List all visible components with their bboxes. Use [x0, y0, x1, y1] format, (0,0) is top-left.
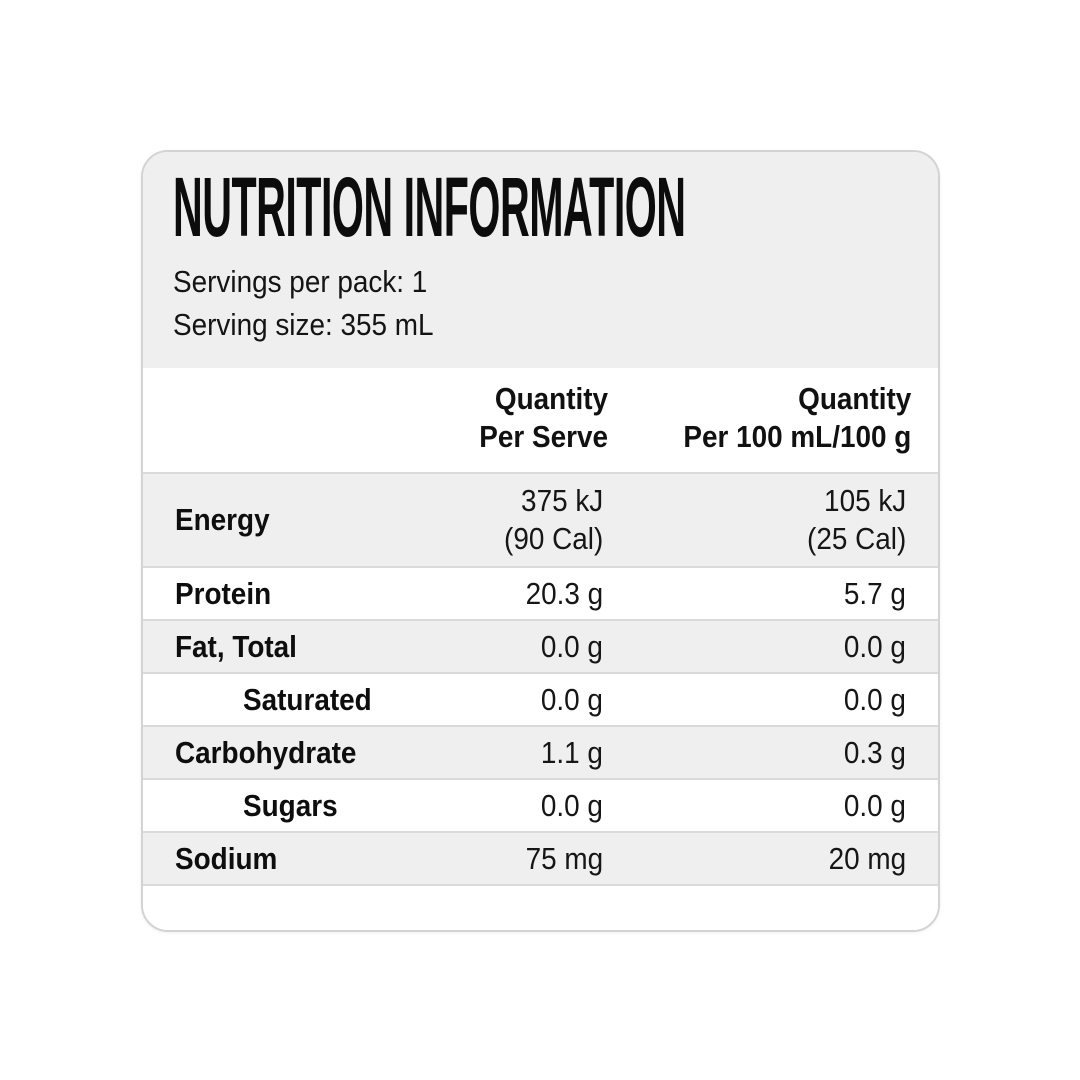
- nutrition-panel-card: NUTRITION INFORMATION Servings per pack:…: [141, 150, 940, 932]
- row-label: Protein: [175, 575, 272, 611]
- table-row-protein: Protein 20.3 g 5.7 g: [143, 566, 938, 619]
- panel-footer: [143, 884, 938, 930]
- table-row-energy: Energy 375 kJ (90 Cal) 105 kJ (25 Cal): [143, 472, 938, 566]
- row-per-serve: 0.0 g: [540, 787, 603, 823]
- row-per-100: 0.0 g: [843, 787, 906, 823]
- row-per-100: 0.0 g: [843, 681, 906, 717]
- panel-title: NUTRITION INFORMATION: [173, 160, 908, 254]
- row-per-100: 0.0 g: [843, 628, 906, 664]
- row-label: Saturated: [243, 681, 372, 717]
- header-per-100: Quantity Per 100 mL/100 g: [683, 381, 912, 454]
- table-row-sodium: Sodium 75 mg 20 mg: [143, 831, 938, 884]
- row-per-100: 105 kJ (25 Cal): [806, 483, 906, 556]
- row-per-serve: 1.1 g: [540, 734, 603, 770]
- row-per-serve: 75 mg: [525, 840, 603, 876]
- row-label: Sodium: [175, 840, 278, 876]
- header-per-serve: Quantity Per Serve: [479, 381, 609, 454]
- panel-header: NUTRITION INFORMATION Servings per pack:…: [143, 152, 938, 368]
- row-per-100: 20 mg: [828, 840, 906, 876]
- table-row-fat-total: Fat, Total 0.0 g 0.0 g: [143, 619, 938, 672]
- row-per-serve: 375 kJ (90 Cal): [503, 483, 603, 556]
- row-label: Carbohydrate: [175, 734, 357, 770]
- row-label: Sugars: [243, 787, 338, 823]
- panel-title-text: NUTRITION INFORMATION: [173, 160, 686, 254]
- row-per-100: 0.3 g: [843, 734, 906, 770]
- row-per-serve: 0.0 g: [540, 628, 603, 664]
- row-per-serve: 0.0 g: [540, 681, 603, 717]
- row-per-100: 5.7 g: [843, 575, 906, 611]
- table-header-row: Quantity Per Serve Quantity Per 100 mL/1…: [143, 368, 938, 472]
- serving-size-line: Serving size: 355 mL: [173, 307, 434, 342]
- row-label: Fat, Total: [175, 628, 297, 664]
- table-row-sugars: Sugars 0.0 g 0.0 g: [143, 778, 938, 831]
- servings-per-pack-line: Servings per pack: 1: [173, 264, 428, 299]
- table-row-carbohydrate: Carbohydrate 1.1 g 0.3 g: [143, 725, 938, 778]
- row-per-serve: 20.3 g: [525, 575, 603, 611]
- row-label: Energy: [175, 502, 270, 537]
- table-row-saturated: Saturated 0.0 g 0.0 g: [143, 672, 938, 725]
